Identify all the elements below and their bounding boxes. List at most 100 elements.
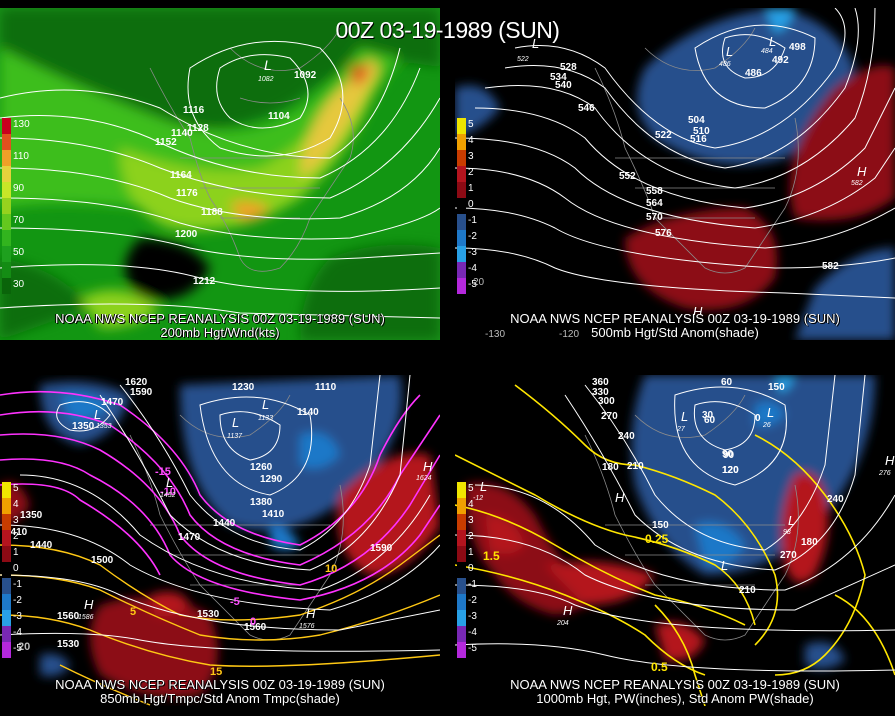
svg-text:L: L bbox=[264, 57, 272, 73]
edge-label: -130 bbox=[485, 329, 505, 340]
legend-swatch-1 bbox=[457, 498, 466, 514]
contour-label: 546 bbox=[578, 103, 595, 114]
legend-swatch-9 bbox=[2, 626, 11, 642]
edge-label: 20 bbox=[473, 277, 485, 288]
panel-1000mb-pw: 360 330 300 270 240 210 180 150 120 90 6… bbox=[455, 375, 895, 706]
legend-swatch-1 bbox=[457, 134, 466, 150]
contour-label: 1530 bbox=[57, 639, 80, 650]
legend-label: 5 bbox=[13, 483, 19, 494]
panel-200mb-wind: 1092 1104 1116 1128 1140 1152 1164 1176 … bbox=[0, 8, 440, 340]
contour-label: 522 bbox=[655, 130, 672, 141]
legend-swatch-7 bbox=[457, 230, 466, 246]
legend-label: 130 bbox=[13, 119, 30, 130]
legend-label: 5 bbox=[468, 483, 474, 494]
pw-label: 0.5 bbox=[651, 660, 668, 674]
caption-line1: NOAA NWS NCEP REANALYSIS 00Z 03-19-1989 … bbox=[55, 677, 385, 692]
svg-text:486: 486 bbox=[719, 61, 731, 68]
edge-labels: 20 -120 -130 bbox=[473, 277, 579, 340]
legend-label: -1 bbox=[13, 579, 22, 590]
legend-swatch-3 bbox=[457, 530, 466, 546]
contour-label: 1152 bbox=[155, 137, 177, 148]
legend-label: 110 bbox=[13, 151, 29, 162]
contour-label: 210 bbox=[739, 585, 756, 596]
contour-label: 330 bbox=[592, 387, 609, 398]
legend-swatch-10 bbox=[457, 278, 466, 294]
contour-label: 270 bbox=[601, 411, 618, 422]
map-200mb: 1092 1104 1116 1128 1140 1152 1164 1176 … bbox=[0, 8, 440, 340]
height-contours bbox=[0, 375, 440, 652]
legend-label: 3 bbox=[13, 515, 19, 526]
legend-swatch-6 bbox=[2, 214, 11, 230]
pw-label: 0.25 bbox=[645, 532, 669, 546]
contour-label: 1560 bbox=[57, 611, 80, 622]
svg-text:582: 582 bbox=[851, 180, 863, 187]
legend-label: -5 bbox=[468, 279, 477, 290]
temp-label: 0 bbox=[250, 616, 256, 628]
svg-text:204: 204 bbox=[556, 620, 569, 627]
svg-text:H: H bbox=[693, 304, 703, 319]
contour-label: 1500 bbox=[91, 555, 114, 566]
map-850mb: 1620 1590 1470 1350 1230 1110 1140 1260 … bbox=[0, 375, 440, 706]
legend-label: 2 bbox=[468, 531, 474, 542]
svg-text:H: H bbox=[885, 453, 895, 468]
contour-label: 360 bbox=[592, 377, 609, 388]
legend-label: 0 bbox=[13, 563, 19, 574]
contour-label: 180 bbox=[801, 537, 818, 548]
legend-label: -1 bbox=[468, 215, 477, 226]
low-marker: L bbox=[721, 558, 728, 573]
panel-850mb-temp: 1620 1590 1470 1350 1230 1110 1140 1260 … bbox=[0, 375, 440, 706]
legend-swatch-7 bbox=[2, 230, 11, 246]
high-marker: H bbox=[693, 304, 703, 319]
low-marker: L 27 bbox=[676, 409, 688, 433]
height-contours bbox=[0, 40, 440, 319]
contour-label: 1212 bbox=[193, 276, 216, 287]
contour-label: 1128 bbox=[187, 123, 209, 134]
contour-label: 1560 bbox=[244, 622, 267, 633]
svg-text:1133: 1133 bbox=[258, 415, 273, 422]
caption-line1: NOAA NWS NCEP REANALYSIS 00Z 03-19-1989 … bbox=[510, 311, 840, 326]
legend-swatch-5 bbox=[457, 198, 466, 214]
low-marker: L 1452 bbox=[160, 475, 176, 499]
legend-swatch-7 bbox=[2, 594, 11, 610]
high-marker: H 204 bbox=[556, 603, 573, 627]
legend-swatch-3 bbox=[457, 166, 466, 182]
contour-label: 552 bbox=[619, 171, 636, 182]
legend-swatch-6 bbox=[457, 214, 466, 230]
legend-label: 5 bbox=[468, 119, 474, 130]
legend-label: 3 bbox=[468, 515, 474, 526]
legend-label: -1 bbox=[468, 579, 477, 590]
low-marker: L-12 bbox=[473, 479, 487, 502]
contour-label: 1140 bbox=[171, 128, 193, 139]
low-marker: L 1082 bbox=[258, 57, 274, 83]
legend-label: 2 bbox=[13, 531, 19, 542]
legend-label: -4 bbox=[468, 627, 477, 638]
contour-label: 516 bbox=[690, 134, 707, 145]
contour-label: 90 bbox=[723, 450, 735, 461]
svg-text:1353: 1353 bbox=[96, 423, 112, 430]
contour-label: 1116 bbox=[183, 105, 205, 116]
svg-text:L: L bbox=[94, 407, 101, 422]
contour-label: 0 bbox=[755, 413, 761, 424]
contour-label: 90 bbox=[722, 449, 734, 460]
contour-label: 1176 bbox=[176, 188, 198, 199]
contour-label: 240 bbox=[618, 431, 635, 442]
legend-label: 70 bbox=[13, 215, 25, 226]
legend-label: -3 bbox=[468, 611, 477, 622]
anomaly-shading bbox=[455, 8, 895, 340]
contour-label: 1140 bbox=[297, 407, 319, 418]
svg-text:L: L bbox=[166, 475, 173, 490]
caption-line2: 850mb Hgt/Tmpc/Std Anom Tmpc(shade) bbox=[100, 691, 340, 706]
contour-label: 534 bbox=[550, 72, 567, 83]
contour-label: 240 bbox=[827, 494, 844, 505]
legend-swatch-2 bbox=[457, 150, 466, 166]
contour-label: 570 bbox=[646, 212, 663, 223]
main-title: 00Z 03-19-1989 (SUN) bbox=[335, 17, 560, 43]
low-marker: L 1137 bbox=[227, 415, 243, 440]
svg-text:H: H bbox=[306, 606, 316, 621]
contour-label: 1164 bbox=[170, 170, 192, 181]
legend-swatch-5 bbox=[2, 198, 11, 214]
contour-label: 1590 bbox=[130, 387, 153, 398]
